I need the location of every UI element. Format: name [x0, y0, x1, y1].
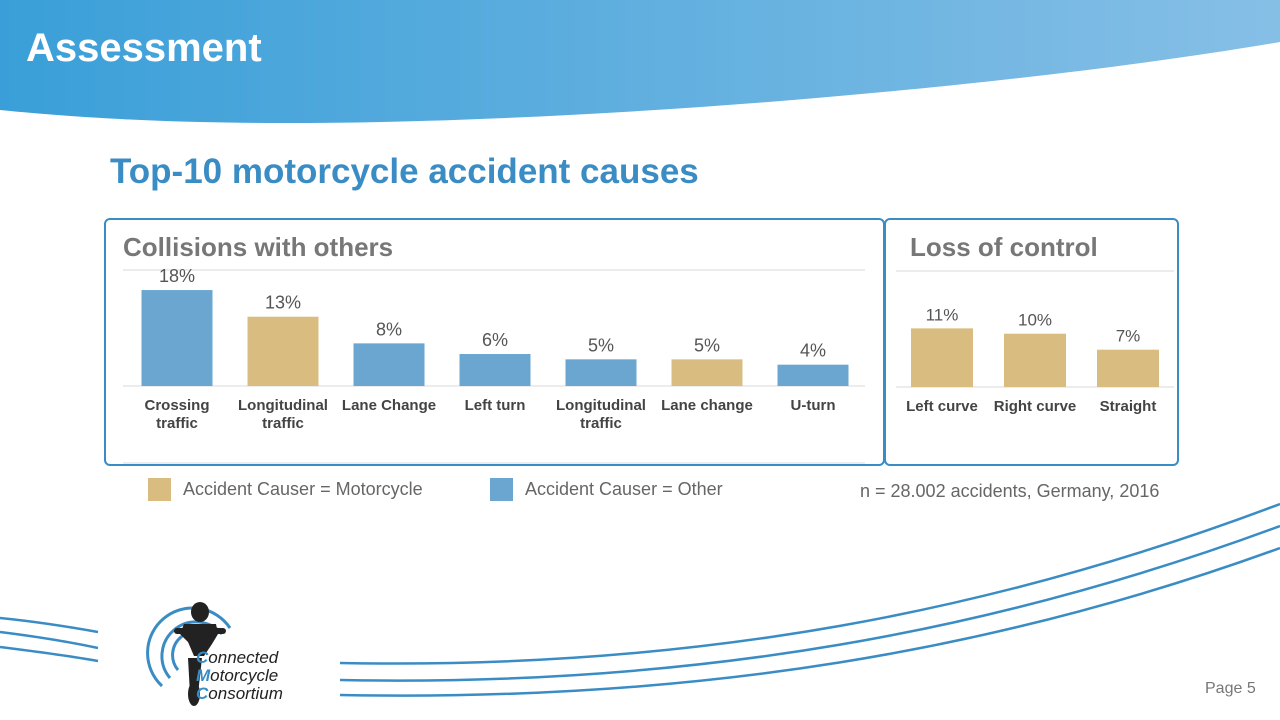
- data-label: 5%: [694, 335, 720, 355]
- decorative-lines: [0, 502, 1280, 697]
- bar: [353, 343, 425, 386]
- chart-subtitle: Top-10 motorcycle accident causes: [110, 152, 699, 191]
- motorcycle-rider-icon: [146, 602, 232, 706]
- logo-text-line3: Consortium: [196, 684, 283, 703]
- category-label: Left curve: [906, 398, 978, 415]
- category-label: traffic: [580, 415, 622, 432]
- data-label: 13%: [265, 293, 301, 313]
- bar: [565, 359, 637, 386]
- slide-title: Assessment: [26, 26, 262, 70]
- data-label: 7%: [1116, 327, 1141, 346]
- header-band: [0, 0, 1280, 124]
- category-label: Left turn: [465, 397, 526, 414]
- source-note: n = 28.002 accidents, Germany, 2016: [860, 481, 1160, 501]
- logo-text-line2: Motorcycle: [196, 666, 279, 685]
- legend-swatch-other: [490, 478, 513, 501]
- cmc-logo: Connected Motorcycle Consortium: [132, 598, 312, 708]
- data-label: 18%: [159, 266, 195, 286]
- category-label: Straight: [1100, 398, 1157, 415]
- bar: [1004, 333, 1066, 387]
- category-label: Crossing: [144, 397, 209, 414]
- category-label: Right curve: [994, 398, 1077, 415]
- data-label: 10%: [1018, 311, 1052, 330]
- panel-loss-of-control: Loss of control: [884, 218, 1179, 466]
- bar: [141, 290, 213, 386]
- category-label: Lane Change: [342, 397, 436, 414]
- bar: [1097, 349, 1159, 387]
- legend-swatch-motorcycle: [148, 478, 171, 501]
- panel-loss-title: Loss of control: [910, 232, 1098, 262]
- bar: [247, 316, 319, 386]
- bar: [777, 364, 849, 386]
- category-label: Lane change: [661, 397, 753, 414]
- category-label: Longitudinal: [556, 397, 646, 414]
- bar: [911, 328, 973, 387]
- legend-label-motorcycle: Accident Causer = Motorcycle: [183, 479, 423, 499]
- data-label: 6%: [482, 330, 508, 350]
- data-label: 11%: [926, 305, 959, 324]
- category-label: Longitudinal: [238, 397, 328, 414]
- category-label: U-turn: [791, 397, 836, 414]
- panel-collisions-title: Collisions with others: [123, 232, 394, 262]
- page-number: Page 5: [1205, 680, 1256, 697]
- bar: [671, 359, 743, 386]
- category-label: traffic: [262, 415, 304, 432]
- category-label: traffic: [156, 415, 198, 432]
- panel-collisions: Collisions with others: [104, 218, 885, 466]
- legend-label-other: Accident Causer = Other: [525, 479, 723, 499]
- data-label: 4%: [800, 341, 826, 361]
- data-label: 5%: [588, 335, 614, 355]
- bar-chart: 18%Crossingtraffic13%Longitudinaltraffic…: [123, 266, 1174, 464]
- bar: [459, 354, 531, 386]
- logo-text-line1: Connected: [196, 648, 279, 667]
- data-label: 8%: [376, 319, 402, 339]
